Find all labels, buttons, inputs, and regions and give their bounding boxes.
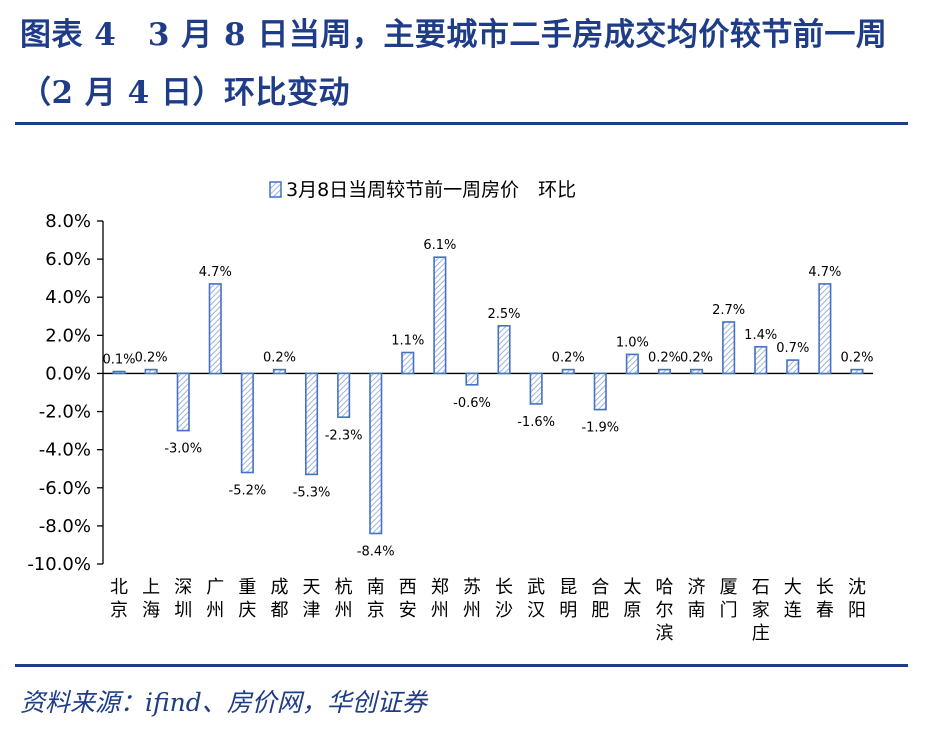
category-label: 哈尔滨: [656, 577, 674, 644]
data-label: 0.2%: [680, 351, 713, 366]
y-axis: 8.0% 6.0% 4.0% 2.0% 0.0% -2.0% -4.0% -6.0% -8.0%…: [27, 211, 873, 575]
bar: [176, 372, 190, 432]
category-labels: 北京上海深圳广州重庆成都天津杭州南京西安郑州苏州长沙武汉昆明合肥太原哈尔滨济南厦…: [110, 577, 866, 644]
category-label: 杭州: [335, 577, 353, 621]
data-label: 1.1%: [391, 334, 424, 349]
bar: [240, 372, 254, 474]
category-label: 苏州: [463, 577, 481, 621]
y-tick-label: -10.0%: [27, 554, 91, 575]
data-label: 0.1%: [102, 353, 135, 368]
y-tick-label: -8.0%: [39, 516, 91, 537]
bar: [722, 321, 736, 375]
category-label: 厦门: [720, 577, 738, 621]
category-label: 合肥: [591, 577, 609, 621]
data-label: -8.4%: [357, 545, 395, 560]
category-label: 长沙: [495, 577, 513, 621]
bar: [208, 283, 222, 375]
bar: [304, 372, 319, 476]
category-label: 武汉: [527, 577, 545, 621]
source-note: 资料来源：ifind、房价网，华创证券: [20, 688, 427, 717]
category-label: 广州: [206, 577, 224, 621]
data-label: -5.2%: [229, 484, 267, 499]
category-label: 重庆: [238, 577, 256, 621]
data-labels: 0.1% 0.2%-3.0%4.7%-5.2%0.2%-5.3%-2.3%-8.4…: [102, 238, 873, 559]
data-label: -1.6%: [517, 415, 555, 430]
data-label: 2.5%: [487, 307, 520, 322]
category-label: 昆明: [559, 577, 577, 621]
data-label: 4.7%: [199, 265, 232, 280]
bottom-divider: [15, 664, 908, 667]
category-label: 北京: [110, 577, 128, 621]
y-tick-label: 4.0%: [45, 287, 91, 308]
bar: [818, 283, 832, 375]
bar: [369, 372, 383, 535]
category-label: 上海: [142, 577, 160, 621]
data-label: 1.0%: [616, 335, 649, 350]
bar: [272, 368, 287, 375]
category-label: 石家庄: [752, 577, 770, 644]
data-label: 1.4%: [744, 328, 777, 343]
y-tick-label: 0.0%: [45, 363, 91, 384]
bar: [561, 368, 575, 375]
data-label: -3.0%: [164, 442, 202, 457]
category-label: 大连: [784, 577, 802, 621]
bar: [689, 368, 704, 375]
bars: [112, 256, 864, 535]
data-label: -2.3%: [325, 428, 363, 443]
category-label: 成都: [271, 577, 289, 621]
data-label: -5.3%: [293, 485, 331, 500]
data-label: 6.1%: [423, 238, 456, 253]
top-divider: [15, 122, 908, 125]
category-label: 沈阳: [848, 577, 866, 621]
bar: [433, 256, 447, 375]
bar: [850, 368, 864, 375]
legend: 3月8日当周较节前一周房价 环比: [269, 179, 576, 201]
bar: [529, 372, 543, 405]
data-label: -0.6%: [453, 396, 491, 411]
bar: [112, 370, 126, 375]
category-label: 太原: [623, 577, 641, 621]
category-label: 西安: [399, 577, 417, 621]
category-label: 济南: [688, 577, 706, 621]
y-tick-label: 2.0%: [45, 325, 91, 346]
bar: [337, 372, 351, 418]
bar: [625, 353, 639, 375]
data-label: -1.9%: [581, 421, 619, 436]
y-tick-label: -6.0%: [39, 478, 91, 499]
y-tick-label: -4.0%: [39, 440, 91, 461]
data-label: 4.7%: [808, 265, 841, 280]
category-label: 深圳: [174, 577, 192, 621]
data-label: 0.2%: [135, 351, 168, 366]
bar: [401, 351, 415, 375]
data-label: 0.2%: [263, 351, 296, 366]
bar: [786, 359, 800, 375]
data-label: 2.7%: [712, 303, 745, 318]
bar: [593, 372, 607, 411]
category-label: 长春: [816, 577, 834, 621]
y-tick-label: -2.0%: [39, 402, 91, 423]
bar: [144, 368, 158, 375]
bar: [465, 372, 479, 386]
legend-label: 3月8日当周较节前一周房价 环比: [286, 179, 576, 201]
bar: [754, 345, 768, 375]
category-label: 南京: [367, 577, 385, 621]
data-label: 0.2%: [648, 351, 681, 366]
category-label: 天津: [303, 577, 321, 621]
category-label: 郑州: [431, 577, 449, 621]
bar: [497, 324, 511, 375]
data-label: 0.7%: [776, 341, 809, 356]
data-label: 0.2%: [840, 351, 873, 366]
bar: [657, 368, 672, 375]
y-tick-label: 6.0%: [45, 249, 91, 270]
y-tick-label: 8.0%: [45, 211, 91, 232]
data-label: 0.2%: [552, 351, 585, 366]
chart-title: 图表 4 3 月 8 日当周，主要城市二手房成交均价较节前一周（2 月 4 日）…: [20, 17, 888, 111]
legend-swatch: [269, 181, 282, 198]
